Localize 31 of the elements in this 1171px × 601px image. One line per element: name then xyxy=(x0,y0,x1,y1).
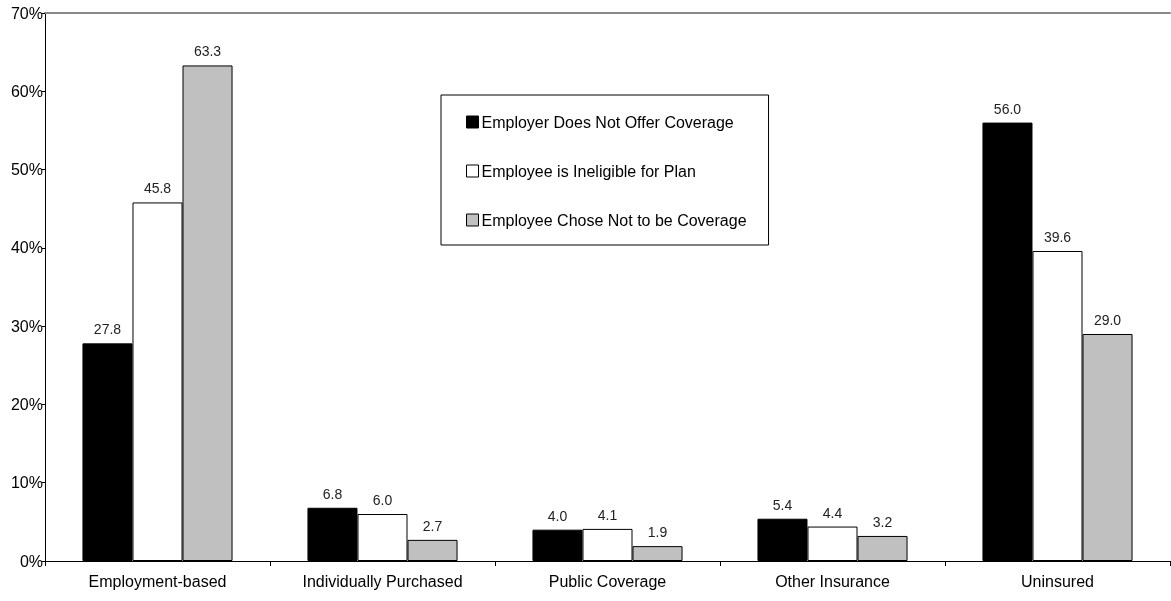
x-tick-label: Uninsured xyxy=(1021,572,1094,590)
y-tick-label: 30% xyxy=(10,317,43,335)
data-label: 5.4 xyxy=(772,496,793,513)
data-label: 4.4 xyxy=(822,504,843,521)
data-label: 63.3 xyxy=(193,43,222,60)
y-tick-label: 10% xyxy=(10,474,43,492)
y-tick-label: 40% xyxy=(10,239,43,257)
data-label: 2.7 xyxy=(422,517,443,534)
data-label: 6.0 xyxy=(372,492,393,509)
data-label: 29.0 xyxy=(1093,311,1122,328)
y-tick-label: 50% xyxy=(10,161,43,179)
y-tick-label: 70% xyxy=(10,4,43,22)
y-tick-label: 0% xyxy=(19,552,43,570)
data-label: 39.6 xyxy=(1043,228,1072,245)
data-label: 3.2 xyxy=(872,513,893,530)
x-tick-label: Individually Purchased xyxy=(302,572,463,590)
data-label: 56.0 xyxy=(993,100,1022,117)
data-label: 45.8 xyxy=(143,180,172,197)
y-tick-label: 60% xyxy=(10,82,43,100)
legend-label: Employee is Ineligible for Plan xyxy=(481,162,696,180)
x-tick-label: Other Insurance xyxy=(775,572,890,590)
data-label: 4.0 xyxy=(547,507,568,524)
legend-label: Employee Chose Not to be Coverage xyxy=(481,211,747,229)
x-tick-label: Employment-based xyxy=(88,572,227,590)
data-label: 6.8 xyxy=(322,485,343,502)
y-tick-label: 20% xyxy=(10,395,43,413)
data-label: 4.1 xyxy=(597,506,618,523)
x-tick-label: Public Coverage xyxy=(548,572,667,590)
data-label: 1.9 xyxy=(647,524,668,541)
data-label: 27.8 xyxy=(93,321,122,338)
legend-label: Employer Does Not Offer Coverage xyxy=(481,113,734,131)
